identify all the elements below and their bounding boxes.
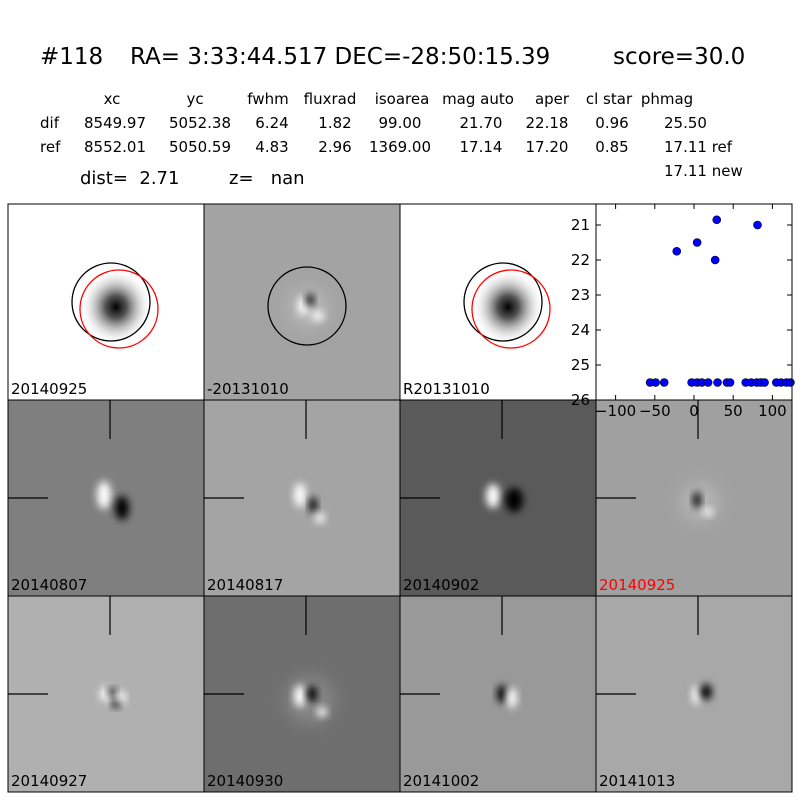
cell: 6.24 (255, 114, 288, 132)
panel-label: 20140817 (207, 576, 283, 594)
panel-label: 20141013 (599, 772, 675, 790)
y-tick-label: 22 (571, 251, 590, 269)
column-header: fluxrad (304, 90, 357, 108)
point (672, 246, 682, 256)
cell: 17.14 (460, 138, 503, 156)
cell: 17.11 new (664, 162, 743, 180)
column-header: fwhm (247, 90, 288, 108)
point (651, 378, 660, 387)
point (760, 378, 769, 387)
column-header: cl star (586, 90, 633, 108)
x-tick-label: −50 (639, 402, 671, 420)
cell: 25.50 (664, 114, 707, 132)
panel-label: -20131010 (207, 380, 289, 398)
crosshairs (8, 400, 699, 695)
cell: 5052.38 (169, 114, 231, 132)
column-header: xc (104, 90, 121, 108)
point (713, 378, 722, 387)
point (659, 378, 669, 387)
point (753, 220, 762, 230)
score: score=30.0 (613, 44, 745, 70)
row-name: dif (40, 114, 60, 132)
column-header: aper (535, 90, 570, 108)
stamp-diff (204, 204, 400, 400)
x-tick-label: 0 (689, 402, 699, 420)
y-tick-label: 21 (571, 216, 590, 234)
cell: 22.18 (526, 114, 569, 132)
column-header: isoarea (375, 90, 430, 108)
point (710, 255, 720, 265)
panel-label: 20141002 (403, 772, 479, 790)
panel-label: 20140927 (11, 772, 87, 790)
column-header: mag auto (442, 90, 514, 108)
panel-label: 20140930 (207, 772, 283, 790)
cell: 17.11 ref (664, 138, 733, 156)
point (703, 378, 713, 387)
y-tick-label: 26 (571, 391, 590, 409)
cell: 0.85 (595, 138, 628, 156)
cell: 8549.97 (84, 114, 146, 132)
cell: 99.00 (379, 114, 422, 132)
point (692, 238, 702, 247)
distance: dist= 2.71 (80, 168, 179, 189)
point (712, 215, 722, 225)
cell: 17.20 (526, 138, 569, 156)
point (786, 378, 795, 387)
x-tick-label: 100 (758, 402, 787, 420)
cell: 21.70 (460, 114, 503, 132)
y-tick-label: 24 (571, 321, 590, 339)
panel-label: 20140902 (403, 576, 479, 594)
coordinates: RA= 3:33:44.517 DEC=-28:50:15.39 (130, 44, 550, 70)
stamp-new (8, 204, 204, 400)
column-header: yc (186, 90, 203, 108)
cell: 5050.59 (169, 138, 231, 156)
panel-label: 20140807 (11, 576, 87, 594)
y-tick-label: 25 (571, 356, 590, 374)
cell: 8552.01 (84, 138, 146, 156)
y-tick-label: 23 (571, 286, 590, 304)
x-tick-label: 50 (724, 402, 743, 420)
cell: 1.82 (318, 114, 351, 132)
column-header: phmag (641, 90, 693, 108)
cell: 4.83 (255, 138, 288, 156)
panel-label: 20140925 (599, 576, 675, 594)
panel-frame (595, 595, 793, 793)
point (725, 378, 735, 387)
x-tick-label: −100 (595, 402, 636, 420)
redshift: z= nan (229, 168, 305, 189)
panel-label: 20140925 (11, 380, 87, 398)
plot-frame (595, 203, 793, 401)
stamp-ref (400, 204, 596, 400)
panel-label: R20131010 (403, 380, 490, 398)
row-name: ref (40, 138, 61, 156)
cell: 2.96 (318, 138, 351, 156)
object-id: #118 (40, 44, 103, 70)
cell: 0.96 (595, 114, 628, 132)
plot-background (596, 204, 792, 400)
cell: 1369.00 (369, 138, 431, 156)
